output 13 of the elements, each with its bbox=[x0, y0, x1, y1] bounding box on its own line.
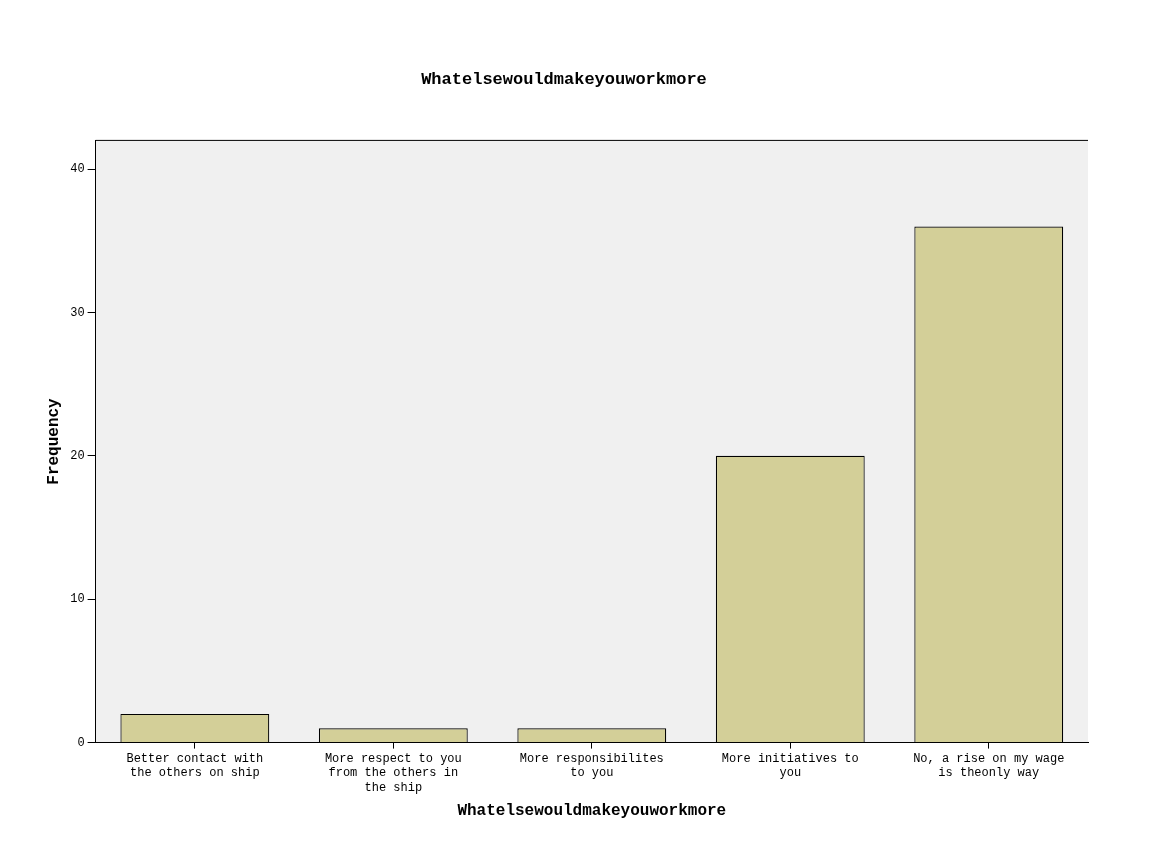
y-axis-title: Frequency bbox=[44, 397, 63, 485]
y-tick-label: 0 bbox=[77, 735, 85, 750]
chart-title: Whatelsewouldmakeyouworkmore bbox=[421, 70, 707, 90]
y-tick-label: 10 bbox=[70, 592, 85, 607]
y-tick-label: 20 bbox=[70, 449, 85, 464]
y-tick-label: 40 bbox=[70, 162, 85, 177]
x-tick-label: Better contact with the others on ship bbox=[126, 751, 264, 781]
y-tick-label: 30 bbox=[70, 305, 85, 320]
x-tick-label: More initiatives to you bbox=[721, 751, 859, 781]
x-tick-label: No, a rise on my wage is theonly way bbox=[913, 751, 1065, 781]
x-axis-title: Whatelsewouldmakeyouworkmore bbox=[457, 802, 727, 821]
x-tick-label: More respect to you from the others in the ship bbox=[324, 751, 462, 795]
x-tick-label: More responsibilites to you bbox=[519, 751, 664, 781]
